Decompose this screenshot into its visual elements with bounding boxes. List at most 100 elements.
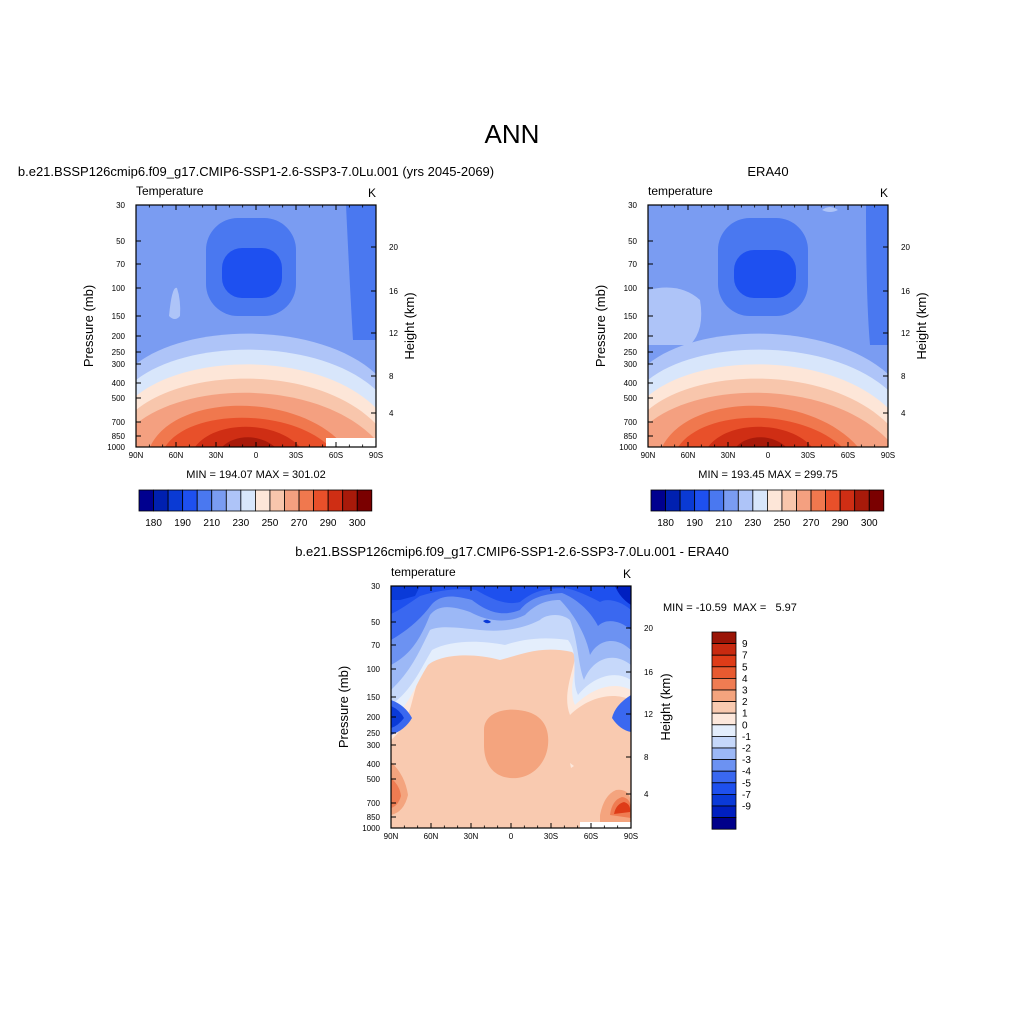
colorbar-label: -4 <box>742 767 751 778</box>
colorbar-box <box>694 489 710 512</box>
y-tick-label: 500 <box>624 394 638 403</box>
y-tick-label: 400 <box>624 379 638 388</box>
colorbar-box <box>711 701 737 714</box>
y-tick-label: 850 <box>112 432 126 441</box>
y-right-tick-label: 12 <box>901 329 910 338</box>
colorbar-label: 180 <box>145 518 162 529</box>
x-tick-label: 30N <box>464 832 479 841</box>
colorbar-box <box>650 489 666 512</box>
x-tick-label: 30N <box>209 451 224 460</box>
axis-ticks: 90N 60N 30N 0 30S 60S 90S 30 50 70 100 150 200 250 300… <box>619 201 910 460</box>
y-right-tick-label: 16 <box>644 668 653 677</box>
colorbar-label: -1 <box>742 732 751 743</box>
colorbar-box <box>723 489 739 512</box>
colorbar-box <box>240 489 256 512</box>
y-tick-label: 400 <box>112 379 126 388</box>
x-tick-label: 90N <box>129 451 144 460</box>
y-axis-right-label: Height (km) <box>402 292 417 359</box>
colorbar-box <box>711 643 737 656</box>
colorbar-box <box>138 489 154 512</box>
x-tick-label: 90S <box>881 451 895 460</box>
colorbar-label: -5 <box>742 778 751 789</box>
y-tick-label: 300 <box>112 360 126 369</box>
y-tick-label: 850 <box>367 813 381 822</box>
y-tick-label: 500 <box>367 775 381 784</box>
y-tick-label: 150 <box>112 312 126 321</box>
colorbar-label: 300 <box>861 518 878 529</box>
colorbar-box <box>810 489 826 512</box>
contour-field <box>648 205 888 447</box>
y-right-tick-label: 4 <box>389 409 394 418</box>
colorbar-label: 270 <box>803 518 820 529</box>
colorbar-label: -9 <box>742 802 751 813</box>
variable-label: temperature <box>648 184 713 198</box>
colorbar-label: 290 <box>320 518 337 529</box>
y-tick-label: 200 <box>367 713 381 722</box>
colorbar-label: -2 <box>742 744 751 755</box>
colorbar-box <box>298 489 314 512</box>
colorbar-label: 270 <box>291 518 308 529</box>
colorbar-box <box>711 712 737 726</box>
colorbar-box <box>711 654 737 668</box>
colorbar-box <box>679 489 696 512</box>
y-tick-label: 50 <box>628 237 637 246</box>
colorbar-box <box>711 678 737 691</box>
y-tick-label: 30 <box>371 582 380 591</box>
y-tick-label: 500 <box>112 394 126 403</box>
y-axis-right-label: Height (km) <box>914 292 929 359</box>
axis-ticks: 90N 60N 30N 0 30S 60S 90S 30 50 70 100 150 200 250 300… <box>362 582 653 841</box>
colorbar-box <box>313 489 329 512</box>
x-tick-label: 90S <box>369 451 383 460</box>
y-right-tick-label: 8 <box>644 753 649 762</box>
colorbar-box <box>356 489 373 512</box>
colorbar-label: 210 <box>715 518 732 529</box>
colorbar-box <box>167 489 184 512</box>
y-right-tick-label: 16 <box>901 287 910 296</box>
colorbar-box <box>708 489 725 512</box>
y-right-tick-label: 12 <box>644 710 653 719</box>
colorbar-box <box>665 489 681 512</box>
y-right-tick-label: 20 <box>644 624 653 633</box>
panel-era40: ERA40 temperature K 90N 60N 30N 0 30S 60S 90S 3… <box>593 164 929 529</box>
contour-field <box>391 586 631 828</box>
colorbar-label: 230 <box>745 518 762 529</box>
y-axis-label: Pressure (mb) <box>81 285 96 367</box>
x-tick-label: 60S <box>584 832 598 841</box>
x-tick-label: 30S <box>544 832 558 841</box>
y-axis-label: Pressure (mb) <box>593 285 608 367</box>
min-max-stats: MIN = 194.07 MAX = 301.02 <box>186 469 325 481</box>
colorbar-box <box>327 489 344 512</box>
colorbar-label: 180 <box>657 518 674 529</box>
y-tick-label: 700 <box>367 799 381 808</box>
y-tick-label: 70 <box>116 260 125 269</box>
y-right-tick-label: 16 <box>389 287 398 296</box>
y-tick-label: 700 <box>624 418 638 427</box>
colorbar-box <box>711 724 737 737</box>
colorbar-label: 250 <box>262 518 279 529</box>
colorbar-label: -3 <box>742 755 751 766</box>
colorbar-box <box>711 689 737 703</box>
colorbar-box <box>796 489 812 512</box>
y-tick-label: 50 <box>371 618 380 627</box>
x-tick-label: 90N <box>641 451 656 460</box>
y-right-tick-label: 4 <box>901 409 906 418</box>
min-max-stats: MIN = 193.45 MAX = 299.75 <box>698 469 837 481</box>
colorbar-box <box>711 747 737 761</box>
y-tick-label: 300 <box>367 741 381 750</box>
y-tick-label: 250 <box>624 348 638 357</box>
colorbar-label: 250 <box>774 518 791 529</box>
y-tick-label: 150 <box>367 693 381 702</box>
y-tick-label: 50 <box>116 237 125 246</box>
colorbar-label: 210 <box>203 518 220 529</box>
units-label: K <box>880 186 888 200</box>
colorbar-box <box>225 489 242 512</box>
y-tick-label: 150 <box>624 312 638 321</box>
colorbar-box <box>854 489 870 512</box>
colorbar-box <box>825 489 841 512</box>
colorbar-box <box>839 489 856 512</box>
colorbar-box <box>711 631 737 645</box>
y-right-tick-label: 20 <box>901 243 910 252</box>
colorbar-box <box>711 782 737 795</box>
y-tick-label: 70 <box>628 260 637 269</box>
